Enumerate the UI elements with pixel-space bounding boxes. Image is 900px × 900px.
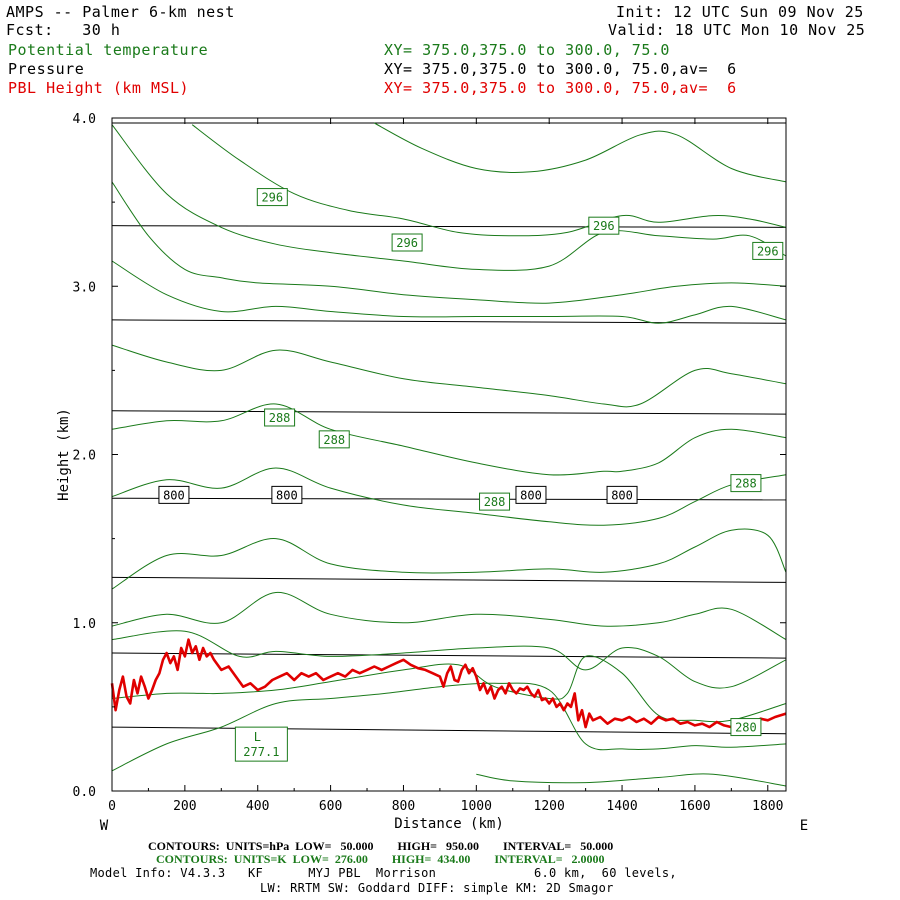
isentrope-label-box	[730, 474, 762, 493]
isobar-label: 800	[163, 488, 185, 502]
plot-title: AMPS -- Palmer 6-km nest	[6, 3, 235, 21]
isentrope-line	[374, 122, 787, 183]
isobar-900	[111, 726, 787, 735]
x-tick-label: 400	[246, 799, 269, 814]
y-axis-label: Height (km)	[56, 408, 72, 501]
isobar-850	[111, 652, 787, 659]
field-xy-theta: XY= 375.0,375.0 to 300.0, 75.0	[384, 41, 670, 59]
y-tick-label: 4.0	[73, 112, 96, 127]
isentrope-label-box	[479, 492, 511, 511]
contour-label-layer: 800 800 800 800 296 296 296 296 288 288 288 288 280 L…	[158, 188, 784, 762]
init-time: Init: 12 UTC Sun 09 Nov 25	[616, 3, 864, 21]
pbl-height-line	[110, 638, 787, 729]
y-tick-label: 2.0	[73, 449, 96, 464]
isentrope-label-box	[264, 408, 296, 427]
theta-contour-info: CONTOURS: UNITS=K LOW= 276.00 HIGH= 434.…	[156, 852, 605, 866]
x-tick-label: 1600	[679, 799, 710, 814]
field-name-pressure: Pressure	[8, 60, 85, 78]
x-tick-label: 600	[319, 799, 342, 814]
x-tick-label: 1400	[606, 799, 637, 814]
x-tick-label: 1000	[461, 799, 492, 814]
isentrope-label: 288	[323, 433, 345, 447]
isentrope-line	[111, 403, 787, 476]
y-tick-label: 1.0	[73, 617, 96, 632]
isentrope-layer	[111, 122, 787, 787]
isentrope-line	[111, 591, 787, 641]
low-marker-letter: L	[254, 730, 261, 744]
isentrope-line	[111, 682, 787, 772]
low-marker-box	[234, 726, 288, 762]
y-tick-label: 0.0	[73, 785, 96, 800]
isentrope-label: 296	[757, 244, 779, 258]
isentrope-label-box	[752, 241, 784, 260]
x-tick-label: 200	[173, 799, 196, 814]
isentrope-line	[111, 655, 787, 723]
model-info-line2: LW: RRTM SW: Goddard DIFF: simple KM: 2D…	[260, 881, 614, 895]
field-xy-pressure: XY= 375.0,375.0 to 300.0, 75.0,av= 6	[384, 60, 737, 78]
isentrope-line	[111, 260, 787, 324]
isobar-800	[111, 576, 787, 583]
isentrope-line	[111, 181, 787, 304]
isentrope-label-box	[391, 233, 423, 252]
isentrope-line	[111, 124, 787, 271]
model-info-line1: Model Info: V4.3.3 KF MYJ PBL Morrison 6…	[90, 866, 677, 880]
isentrope-line	[111, 467, 787, 526]
forecast-hour: Fcst: 30 h	[6, 21, 121, 39]
isentrope-label: 288	[269, 411, 291, 425]
east-label: E	[800, 818, 808, 834]
x-tick-label: 1200	[534, 799, 565, 814]
isobar-700	[111, 410, 787, 415]
x-tick-label: 800	[392, 799, 415, 814]
pressure-contour-info: CONTOURS: UNITS=hPa LOW= 50.000 HIGH= 95…	[148, 839, 614, 853]
isobar-label-box	[158, 485, 190, 504]
isentrope-label: 296	[261, 191, 283, 205]
isentrope-label-box	[588, 216, 620, 235]
isentrope-label: 288	[735, 477, 757, 491]
field-xy-pbl: XY= 375.0,375.0 to 300.0, 75.0,av= 6	[384, 79, 737, 97]
isobar-750	[111, 497, 787, 501]
isobar-650	[111, 319, 787, 324]
isentrope-line	[111, 528, 787, 590]
isentrope-label: 280	[735, 721, 757, 735]
axes-layer: 0 200 400 600 800 1000 1200 1400 1600 1800 0.0 1.0 2…	[56, 112, 808, 834]
x-axis-label: Distance (km)	[394, 816, 504, 832]
isentrope-label-box	[256, 188, 288, 207]
isentrope-label: 288	[484, 495, 506, 509]
isentrope-line	[191, 124, 787, 237]
isentrope-label: 296	[396, 236, 418, 250]
isobar-layer	[111, 122, 787, 735]
isobar-label: 800	[520, 488, 542, 502]
isobar-label-box	[606, 485, 638, 504]
isentrope-label-box	[730, 718, 762, 737]
west-label: W	[100, 818, 109, 834]
x-tick-label: 0	[108, 799, 116, 814]
isobar-label: 800	[276, 488, 298, 502]
isobar-600	[111, 225, 787, 228]
isentrope-line	[476, 773, 787, 787]
low-marker-value: 277.1	[243, 745, 279, 759]
isobar-label-box	[515, 485, 547, 504]
x-tick-label: 1800	[752, 799, 783, 814]
isobar-label-box	[271, 485, 303, 504]
valid-time: Valid: 18 UTC Mon 10 Nov 25	[608, 21, 866, 39]
isentrope-label-box	[318, 430, 350, 449]
y-tick-label: 3.0	[73, 280, 96, 295]
isentrope-label: 296	[593, 219, 615, 233]
isentrope-line	[111, 630, 787, 689]
field-name-pbl: PBL Height (km MSL)	[8, 79, 190, 97]
field-name-theta: Potential temperature	[8, 41, 209, 59]
isobar-label: 800	[611, 488, 633, 502]
isentrope-line	[111, 344, 787, 408]
pbl-layer	[110, 638, 787, 729]
